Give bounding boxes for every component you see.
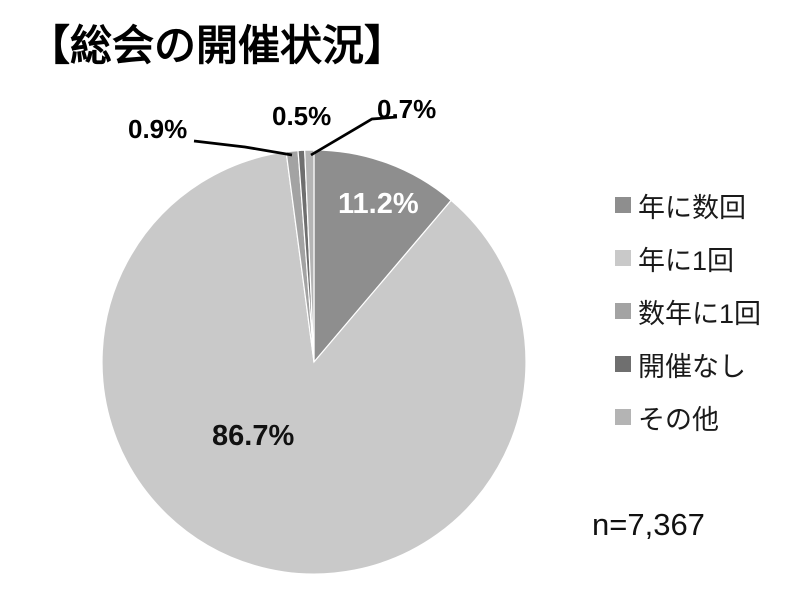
legend-item: その他 [615, 402, 795, 435]
legend-swatch [615, 197, 631, 213]
leader-line-slice-2 [193, 139, 293, 157]
pie-slice-1 [101, 151, 527, 575]
legend-swatch [615, 356, 631, 372]
pie-slices-group [101, 149, 527, 575]
legend-item: 開催なし [615, 349, 795, 382]
legend-swatch [615, 250, 631, 266]
legend-item: 年に1回 [615, 243, 795, 276]
sample-size-label: n=7,367 [592, 507, 705, 542]
slice-data-label-inside: 11.2% [338, 188, 419, 220]
slice-data-label-outside: 0.7% [377, 94, 437, 124]
slice-data-label-outside: 0.9% [128, 114, 188, 144]
legend-label: 開催なし [638, 351, 746, 382]
pie-slice-4 [304, 149, 315, 363]
slice-data-label-outside: 0.5% [272, 101, 332, 131]
slice-data-label-inside: 86.7% [212, 420, 295, 452]
legend-label: 数年に1回 [638, 298, 762, 329]
legend-item: 年に数回 [615, 190, 795, 223]
legend-swatch [615, 409, 631, 425]
legend: 年に数回 年に1回 数年に1回 開催なし その他 [615, 190, 795, 455]
legend-swatch [615, 303, 631, 319]
legend-label: 年に1回 [638, 245, 735, 276]
leader-line-slice-4 [310, 115, 398, 157]
chart-title: 【総会の開催状況】 [28, 22, 407, 69]
legend-item: 数年に1回 [615, 296, 795, 329]
pie-slice-0 [313, 149, 453, 364]
legend-label: 年に数回 [638, 192, 746, 223]
legend-label: その他 [638, 404, 719, 435]
